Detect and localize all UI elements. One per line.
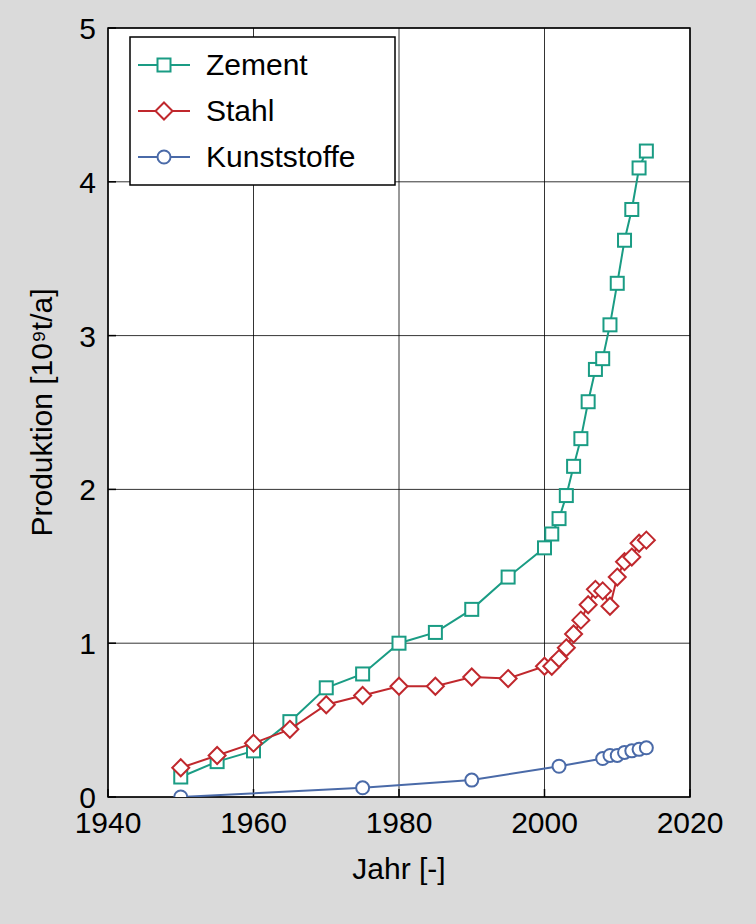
tick-mark <box>108 489 116 491</box>
grid-line <box>108 335 690 336</box>
data-point <box>553 512 566 525</box>
tick-mark <box>108 181 116 183</box>
data-point <box>172 759 189 776</box>
tick-label: 2000 <box>511 806 578 839</box>
series-line <box>181 151 647 777</box>
data-point <box>429 626 442 639</box>
data-point <box>209 747 226 764</box>
tick-label: 1 <box>79 627 96 660</box>
data-point <box>601 598 618 615</box>
series-line <box>181 748 647 797</box>
tick-label: 5 <box>79 12 96 45</box>
data-point <box>465 603 478 616</box>
data-point <box>625 203 638 216</box>
data-point <box>572 612 589 629</box>
data-point <box>318 696 335 713</box>
legend-label: Kunststoffe <box>206 140 356 173</box>
data-point <box>611 277 624 290</box>
tick-label: 2020 <box>657 806 724 839</box>
data-point <box>502 571 515 584</box>
legend-label: Stahl <box>206 94 274 127</box>
series-line <box>181 540 647 768</box>
grid-line <box>544 28 545 797</box>
tick-label: 2 <box>79 473 96 506</box>
data-point <box>320 681 333 694</box>
data-point <box>427 678 444 695</box>
tick-label: 3 <box>79 320 96 353</box>
data-point <box>463 669 480 686</box>
data-point <box>560 489 573 502</box>
data-point <box>174 791 187 798</box>
legend-marker <box>156 103 173 120</box>
data-point <box>609 569 626 586</box>
legend-marker <box>158 151 171 164</box>
data-point <box>465 774 478 787</box>
legend-marker <box>158 59 171 72</box>
tick-mark <box>544 789 546 797</box>
data-point <box>574 432 587 445</box>
data-point <box>393 637 406 650</box>
data-point <box>567 460 580 473</box>
data-point <box>538 541 551 554</box>
data-point <box>633 161 646 174</box>
data-point <box>640 145 653 158</box>
tick-label: 1960 <box>220 806 287 839</box>
data-point <box>594 582 611 599</box>
data-point <box>582 395 595 408</box>
plot-frame <box>108 28 690 797</box>
tick-mark <box>398 789 400 797</box>
data-point <box>618 234 631 247</box>
data-point <box>281 721 298 738</box>
data-point <box>545 528 558 541</box>
data-point <box>356 667 369 680</box>
y-axis-label: Produktion [10⁹t/a] <box>25 289 58 537</box>
data-point <box>638 532 655 549</box>
legend: Zement Stahl Kunststoffe <box>130 37 395 185</box>
tick-mark <box>108 642 116 644</box>
plot-area <box>108 28 690 797</box>
x-axis-label: Jahr [-] <box>352 852 445 885</box>
data-point <box>553 760 566 773</box>
data-point <box>500 670 517 687</box>
legend-label: Zement <box>206 48 308 81</box>
tick-mark <box>108 335 116 337</box>
grid-line <box>108 489 690 490</box>
tick-label: 1980 <box>366 806 433 839</box>
data-point <box>356 781 369 794</box>
data-point <box>391 678 408 695</box>
background <box>0 0 756 924</box>
legend-box <box>130 37 395 185</box>
data-point <box>580 596 597 613</box>
data-layer <box>172 145 655 797</box>
tick-label: 0 <box>79 781 96 814</box>
tick-label: 4 <box>79 166 96 199</box>
data-point <box>596 352 609 365</box>
chart: 19401960198020002020012345Jahr [-]Produk… <box>0 0 756 924</box>
data-point <box>245 735 262 752</box>
data-point <box>640 741 653 754</box>
data-point <box>603 318 616 331</box>
data-point <box>354 687 371 704</box>
